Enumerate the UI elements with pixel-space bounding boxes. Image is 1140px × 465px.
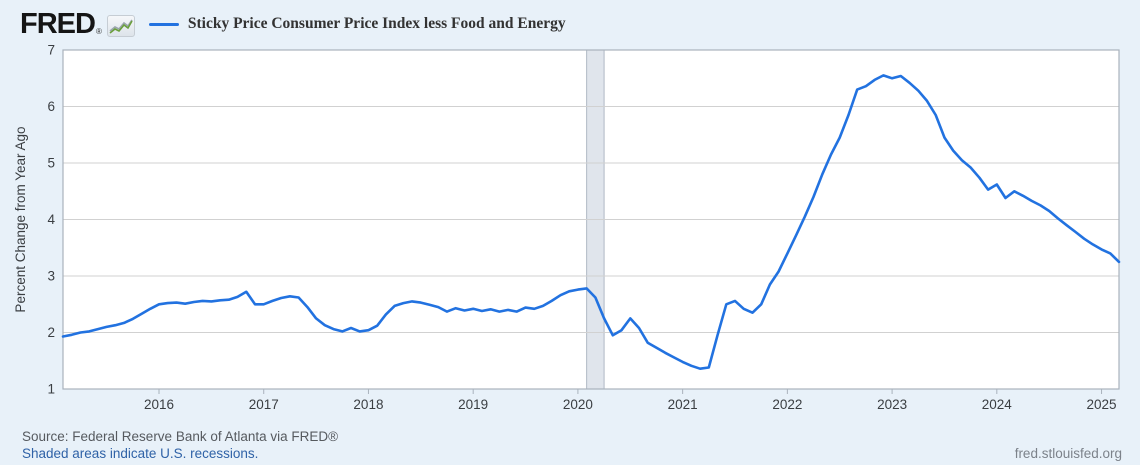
y-tick-label: 4 [47, 212, 55, 227]
y-tick-label: 6 [47, 99, 55, 114]
x-tick-label: 2016 [144, 397, 174, 412]
y-tick-label: 7 [47, 43, 55, 58]
x-tick-label: 2018 [353, 397, 383, 412]
x-tick-label: 2025 [1087, 397, 1117, 412]
site-link[interactable]: fred.stlouisfed.org [1014, 446, 1122, 461]
series-line[interactable] [61, 74, 1121, 371]
y-tick-label: 3 [47, 269, 55, 284]
series-title[interactable]: Sticky Price Consumer Price Index less F… [187, 15, 566, 32]
x-tick-label: 2023 [877, 397, 907, 412]
x-tick-label: 2020 [563, 397, 593, 412]
fred-logo-sparkline-icon [106, 15, 135, 37]
x-tick-label: 2021 [668, 397, 698, 412]
x-tick-label: 2017 [249, 397, 279, 412]
registered-mark: ® [95, 27, 102, 36]
y-tick-label: 2 [47, 325, 55, 340]
plot-border [62, 49, 1120, 390]
y-tick-label: 5 [47, 156, 55, 171]
y-axis-title: Percent Change from Year Ago [13, 126, 28, 312]
source-note: Source: Federal Reserve Bank of Atlanta … [22, 429, 339, 444]
fred-logo-text: FRED [20, 8, 96, 40]
fred-logo[interactable]: FRED ® [20, 8, 135, 40]
y-tick-label: 1 [47, 382, 55, 397]
x-tick-label: 2022 [772, 397, 802, 412]
legend-line-marker [148, 22, 179, 26]
x-tick-label: 2019 [458, 397, 488, 412]
recession-note-link[interactable]: Shaded areas indicate U.S. recessions. [22, 446, 259, 461]
chart-legend: Sticky Price Consumer Price Index less F… [148, 15, 566, 33]
x-tick-label: 2024 [982, 397, 1013, 412]
chart-header: FRED ® Sticky Price Consumer Price Index… [20, 9, 1120, 39]
chart-footer: Source: Federal Reserve Bank of Atlanta … [22, 429, 1122, 462]
